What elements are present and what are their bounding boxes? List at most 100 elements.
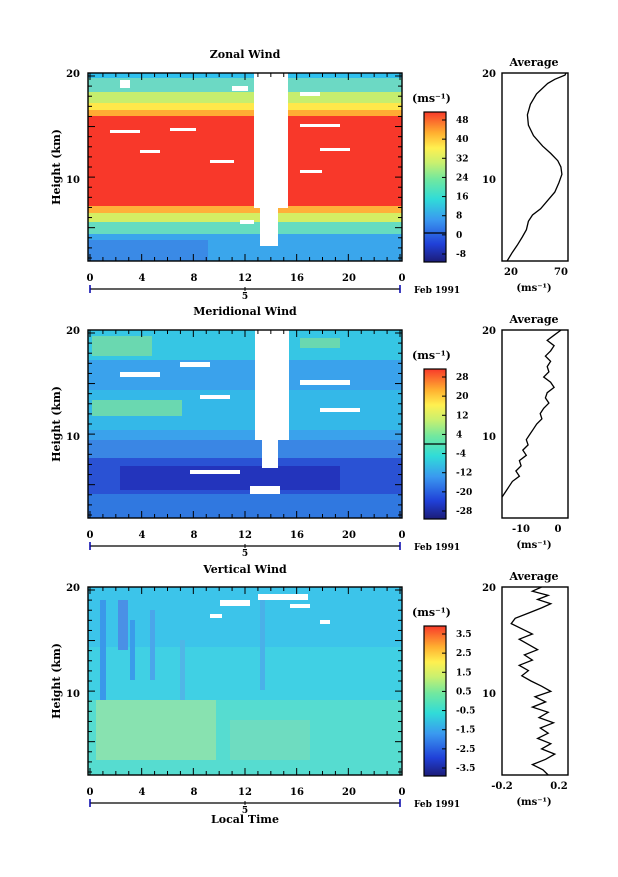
meridional-profile-title: Average <box>508 313 558 326</box>
colorbar-tick-label: -20 <box>456 488 472 498</box>
zonal-day-label: 5 <box>242 292 248 302</box>
zonal-xtick-8: 8 <box>191 273 198 284</box>
meridional-xtick-8: 8 <box>191 530 198 541</box>
meridional-colorbar-ticks: 28 20 12 4 -4 -12 -20 -28 <box>442 373 472 517</box>
colorbar-tick-label: -8 <box>456 250 466 260</box>
meridional-title: Meridional Wind <box>193 305 297 318</box>
vertical-field <box>88 587 402 775</box>
vertical-day-bar <box>89 799 401 807</box>
vertical-xtick-24: 0 <box>399 787 406 798</box>
vertical-xtick-12: 12 <box>238 787 252 798</box>
meridional-field <box>88 330 402 518</box>
zonal-title: Zonal Wind <box>210 48 281 61</box>
zonal-profile-ytick-20: 20 <box>482 69 496 80</box>
meridional-profile-xlabel: (ms⁻¹) <box>516 540 551 551</box>
meridional-day-bar <box>89 542 401 550</box>
zonal-profile-xtick-70: 70 <box>554 267 568 278</box>
zonal-xtick-24: 0 <box>399 273 406 284</box>
vertical-ticks <box>88 587 402 775</box>
colorbar-tick-label: 16 <box>456 193 469 203</box>
vertical-profile-xtick-n02: -0.2 <box>491 781 513 792</box>
zonal-xtick-16: 16 <box>290 273 304 284</box>
colorbar-tick-label: -3.5 <box>456 764 475 774</box>
colorbar-tick-label: 3.5 <box>456 630 472 640</box>
zonal-ticks <box>88 73 402 261</box>
meridional-xtick-20: 20 <box>342 530 356 541</box>
zonal-profile-title: Average <box>508 56 558 69</box>
vertical-xtick-0: 0 <box>87 787 94 798</box>
colorbar-tick-label: 20 <box>456 392 469 402</box>
meridional-ytick-10: 10 <box>66 432 80 443</box>
zonal-ytick-10: 10 <box>66 175 80 186</box>
vertical-ytick-20: 20 <box>66 583 80 594</box>
colorbar-tick-label: 28 <box>456 373 469 383</box>
colorbar-tick-label: 4 <box>456 430 462 440</box>
colorbar-tick-label: -28 <box>456 507 472 517</box>
vertical-profile-line <box>510 586 557 776</box>
vertical-xtick-16: 16 <box>290 787 304 798</box>
meridional-date-label: Feb 1991 <box>414 543 460 553</box>
zonal-ytick-20: 20 <box>66 69 80 80</box>
meridional-profile-line <box>501 329 562 498</box>
vertical-unit-label: (ms⁻¹) <box>412 606 451 619</box>
meridional-profile-ytick-20: 20 <box>482 326 496 337</box>
zonal-profile-xlabel: (ms⁻¹) <box>516 283 551 294</box>
colorbar-tick-label: 2.5 <box>456 649 472 659</box>
colorbar-tick-label: 32 <box>456 154 469 164</box>
colorbar-tick-label: 24 <box>456 173 469 183</box>
vertical-profile-title: Average <box>508 570 558 583</box>
vertical-day-label: 5 <box>242 806 248 816</box>
vertical-title: Vertical Wind <box>202 563 287 576</box>
zonal-profile-line <box>506 72 567 262</box>
meridional-panel: Meridional Wind Height (km) 20 10 <box>50 305 569 559</box>
colorbar-tick-label: -0.5 <box>456 707 475 717</box>
vertical-panel: Vertical Wind Height (km) 20 10 0 4 8 <box>50 563 569 826</box>
vertical-profile-ytick-20: 20 <box>482 583 496 594</box>
meridional-profile-xtick-n10: -10 <box>512 524 530 535</box>
meridional-ticks <box>88 330 402 518</box>
vertical-profile-xtick-02: 0.2 <box>550 781 567 792</box>
zonal-field <box>88 73 402 261</box>
zonal-date-label: Feb 1991 <box>414 286 460 296</box>
meridional-colorbar <box>423 368 447 520</box>
colorbar-tick-label: 40 <box>456 135 469 145</box>
colorbar-tick-label: 48 <box>456 116 469 126</box>
vertical-ytick-10: 10 <box>66 689 80 700</box>
zonal-panel: Zonal Wind Height (km) 20 10 <box>50 48 569 302</box>
meridional-day-label: 5 <box>242 549 248 559</box>
meridional-xtick-16: 16 <box>290 530 304 541</box>
zonal-profile-frame <box>501 72 569 262</box>
meridional-xtick-4: 4 <box>139 530 146 541</box>
zonal-xtick-0: 0 <box>87 273 94 284</box>
vertical-xtick-8: 8 <box>191 787 198 798</box>
colorbar-tick-label: 0.5 <box>456 687 472 697</box>
zonal-profile-xtick-20: 20 <box>504 267 518 278</box>
colorbar-tick-label: 0 <box>456 231 462 241</box>
colorbar-tick-label: -2.5 <box>456 745 475 755</box>
zonal-profile-ytick-10: 10 <box>482 175 496 186</box>
colorbar-tick-label: -4 <box>456 450 466 460</box>
zonal-xtick-4: 4 <box>139 273 146 284</box>
meridional-ytick-20: 20 <box>66 326 80 337</box>
x-axis-label: Local Time <box>211 813 279 826</box>
vertical-profile-xlabel: (ms⁻¹) <box>516 797 551 808</box>
vertical-xtick-20: 20 <box>342 787 356 798</box>
zonal-day-bar <box>89 285 401 293</box>
vertical-profile-ytick-10: 10 <box>482 689 496 700</box>
meridional-ylabel: Height (km) <box>50 386 63 462</box>
vertical-colorbar-ticks: 3.5 2.5 1.5 0.5 -0.5 -1.5 -2.5 -3.5 <box>442 630 475 774</box>
zonal-colorbar <box>423 111 447 263</box>
zonal-xtick-12: 12 <box>238 273 252 284</box>
zonal-ylabel: Height (km) <box>50 129 63 205</box>
vertical-profile-frame <box>501 586 569 776</box>
meridional-xtick-24: 0 <box>399 530 406 541</box>
colorbar-tick-label: -1.5 <box>456 726 475 736</box>
zonal-xtick-20: 20 <box>342 273 356 284</box>
zonal-colorbar-ticks: 48 40 32 24 16 8 0 -8 <box>442 116 469 260</box>
meridional-profile-frame <box>501 329 569 519</box>
meridional-profile-ytick-10: 10 <box>482 432 496 443</box>
vertical-xtick-4: 4 <box>139 787 146 798</box>
zonal-unit-label: (ms⁻¹) <box>412 92 451 105</box>
meridional-xtick-12: 12 <box>238 530 252 541</box>
